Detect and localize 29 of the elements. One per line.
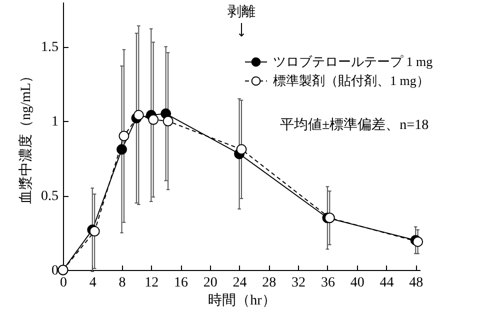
- x-axis-title: 時間（hr）: [208, 292, 276, 308]
- x-tick-label: 4: [89, 276, 96, 290]
- y-tick-label: 0: [52, 264, 58, 278]
- legend-label: 標準製剤（貼付剤、1 mg）: [273, 73, 430, 88]
- point: [116, 144, 128, 155]
- point: [236, 144, 247, 155]
- y-tick-label: 0.5: [41, 189, 58, 204]
- x-tick-label: 48: [409, 276, 424, 290]
- point: [148, 114, 159, 125]
- x-tick-label: 12: [144, 276, 159, 290]
- x-tick-label: 44: [380, 276, 394, 290]
- y-axis-title: 血漿中濃度（ng/mL）: [18, 68, 34, 204]
- x-tick-label: 36: [320, 276, 335, 290]
- y-tick-label: 1.5: [41, 40, 58, 56]
- x-tick-label: 8: [118, 276, 126, 290]
- point: [412, 236, 424, 247]
- x-tick-label: 40: [350, 276, 364, 290]
- x-tick-label: 32: [292, 276, 306, 290]
- x-tick-label: 28: [262, 276, 276, 290]
- y-tick-label: 1: [52, 114, 58, 130]
- x-tick-label: 24: [232, 276, 247, 290]
- x-tick-label: 20: [203, 276, 218, 290]
- point: [133, 110, 144, 120]
- annotation: 平均値±標準偏差、n=18: [280, 117, 429, 133]
- point: [118, 130, 130, 142]
- x-tick-label: 16: [174, 276, 188, 290]
- point: [162, 116, 174, 126]
- legend-label: ツロブテロールテープ 1 mg: [273, 54, 434, 69]
- annotation: 剥離: [228, 4, 256, 20]
